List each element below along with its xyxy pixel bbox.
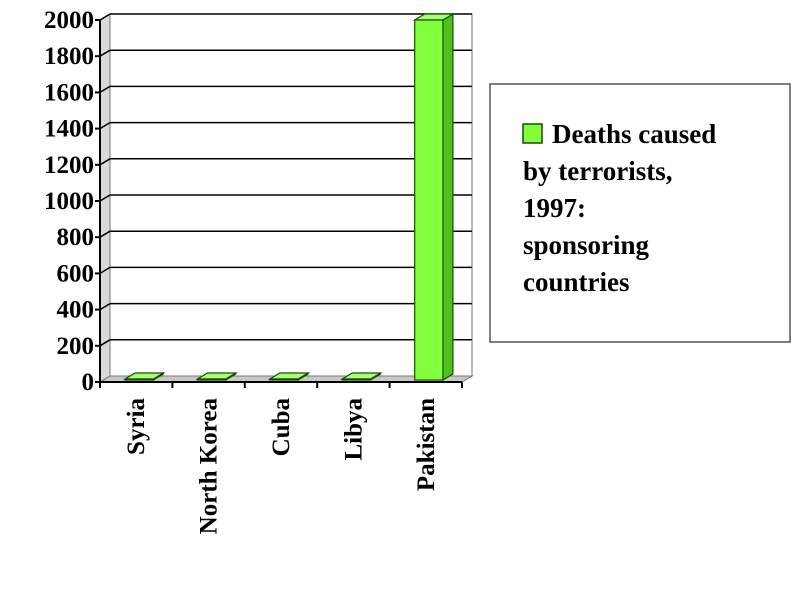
- y-axis: [95, 19, 101, 383]
- grid-line-side: [99, 266, 111, 275]
- legend: Deaths caused by terrorists, 1997: sponsori…: [489, 83, 791, 343]
- y-tick-label: 1000: [44, 188, 94, 215]
- x-tick-label: Libya: [340, 398, 367, 461]
- grid-line-side: [99, 194, 111, 202]
- grid-line-side: [99, 158, 111, 166]
- y-tick-label: 1200: [44, 152, 94, 179]
- grid-line-side: [99, 13, 111, 21]
- grid-line-side: [99, 339, 111, 347]
- x-tick-label: Syria: [123, 398, 150, 455]
- legend-text-line: 1997:: [523, 193, 586, 223]
- x-tick-label: Pakistan: [413, 398, 440, 491]
- y-tick-labels: 0 200 400 600 800 1000 1200 1400 1600 1800 2000: [44, 7, 94, 396]
- x-tick-label: Cuba: [268, 398, 295, 457]
- legend-text-line: sponsoring: [523, 230, 650, 260]
- bar-syria: [122, 371, 166, 382]
- bar-front: [196, 378, 227, 381]
- y-tick-label: 800: [57, 224, 95, 251]
- y-tick-label: 1400: [44, 116, 94, 143]
- bars: [122, 12, 456, 382]
- bar-side: [442, 12, 454, 382]
- bar-front: [269, 378, 299, 381]
- y-tick-label: 0: [82, 369, 95, 396]
- legend-text-line: countries: [523, 267, 629, 297]
- y-tick-label: 400: [57, 297, 95, 324]
- y-tick-label: 600: [57, 260, 95, 287]
- grid-line-side: [99, 49, 111, 57]
- y-tick-label: 2000: [44, 7, 94, 34]
- y-tick-label: 1800: [44, 43, 94, 70]
- legend-swatch: [522, 123, 543, 144]
- x-tick-labels: Syria North Korea Cuba Libya Pakistan: [123, 398, 440, 535]
- x-axis: [99, 381, 463, 388]
- grid-line-side: [99, 230, 111, 238]
- bar-front: [341, 378, 372, 381]
- legend-text-line: by terrorists,: [523, 156, 672, 186]
- y-tick-label: 1600: [44, 79, 94, 106]
- grid-lines: [99, 13, 472, 347]
- legend-label: Deaths caused by terrorists, 1997: sponsori…: [523, 119, 716, 297]
- bar-front: [124, 378, 154, 381]
- grid-line-side: [99, 121, 111, 130]
- grid-line-side: [99, 85, 111, 94]
- bar-cuba: [267, 371, 311, 382]
- y-tick-label: 200: [57, 333, 95, 360]
- x-tick-label: North Korea: [196, 398, 223, 535]
- legend-text-line: Deaths caused: [552, 119, 716, 149]
- bar-libya: [340, 371, 383, 382]
- bar-pakistan: [412, 12, 456, 382]
- grid-line-side: [99, 302, 111, 311]
- bar-north-korea: [195, 371, 238, 382]
- bar-front: [414, 19, 444, 381]
